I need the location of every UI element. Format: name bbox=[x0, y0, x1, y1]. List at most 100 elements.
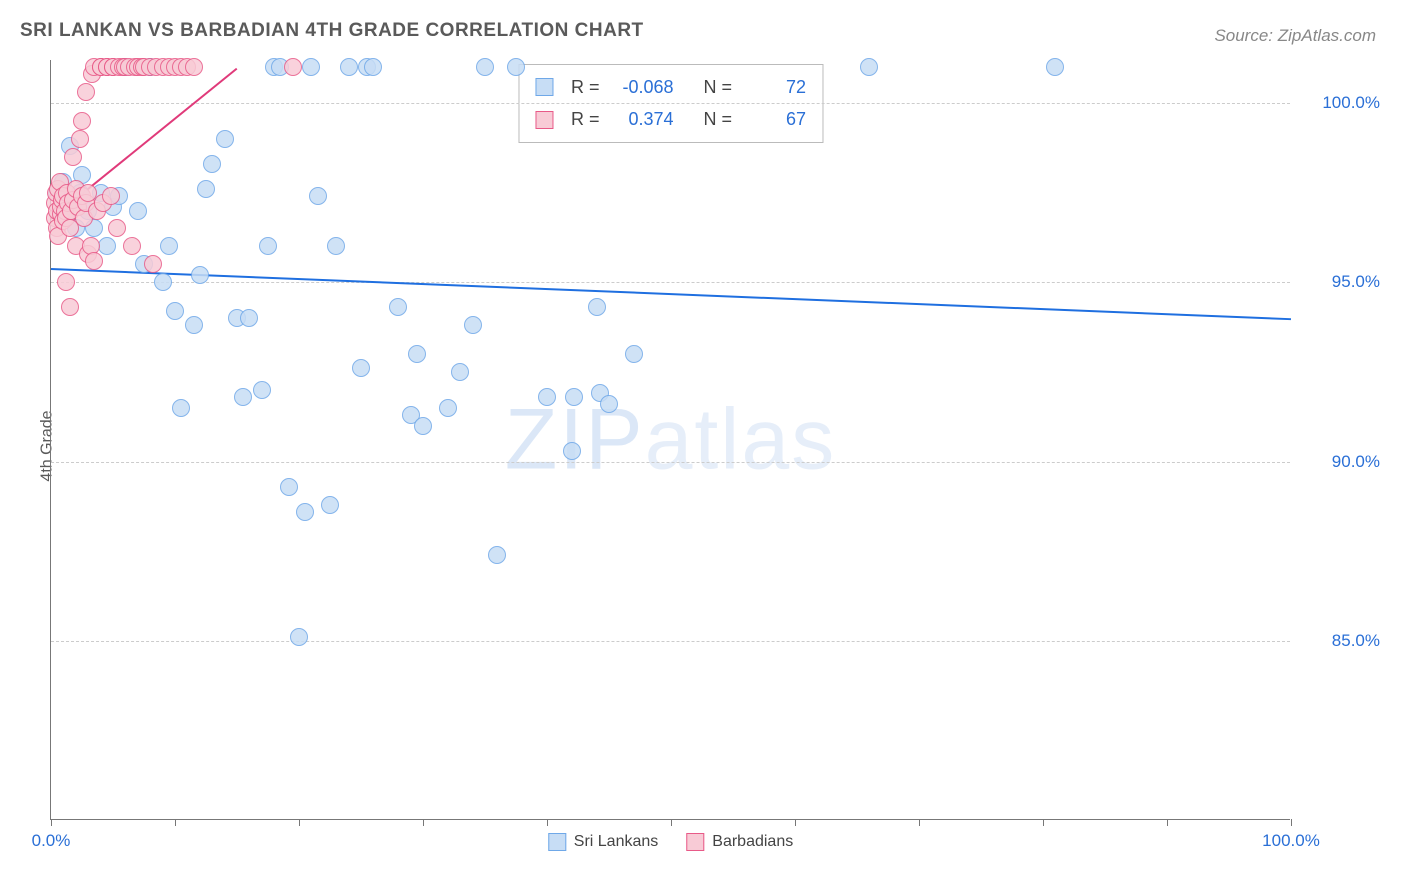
scatter-point bbox=[57, 273, 75, 291]
scatter-point bbox=[129, 202, 147, 220]
legend-label: Barbadians bbox=[712, 833, 793, 850]
scatter-point bbox=[408, 345, 426, 363]
x-tick bbox=[795, 819, 796, 826]
scatter-point bbox=[565, 388, 583, 406]
r-value-sri-lankans: -0.068 bbox=[609, 71, 673, 103]
scatter-point bbox=[563, 442, 581, 460]
scatter-point bbox=[302, 58, 320, 76]
swatch-barbadians bbox=[535, 111, 553, 129]
scatter-point bbox=[185, 316, 203, 334]
scatter-point bbox=[1046, 58, 1064, 76]
scatter-point bbox=[123, 237, 141, 255]
r-label: R = bbox=[571, 103, 600, 135]
x-tick bbox=[299, 819, 300, 826]
x-tick bbox=[547, 819, 548, 826]
scatter-point bbox=[259, 237, 277, 255]
scatter-point bbox=[414, 417, 432, 435]
stats-row-sri-lankans: R = -0.068 N = 72 bbox=[535, 71, 806, 103]
scatter-point bbox=[253, 381, 271, 399]
legend-label: Sri Lankans bbox=[574, 833, 659, 850]
scatter-point bbox=[144, 255, 162, 273]
scatter-point bbox=[321, 496, 339, 514]
scatter-point bbox=[240, 309, 258, 327]
scatter-point bbox=[108, 219, 126, 237]
gridline bbox=[51, 462, 1290, 463]
r-value-barbadians: 0.374 bbox=[609, 103, 673, 135]
y-tick-label: 85.0% bbox=[1300, 631, 1380, 651]
scatter-point bbox=[588, 298, 606, 316]
scatter-point bbox=[340, 58, 358, 76]
scatter-point bbox=[352, 359, 370, 377]
scatter-point bbox=[203, 155, 221, 173]
scatter-point bbox=[71, 130, 89, 148]
scatter-plot-area: ZIPatlas R = -0.068 N = 72 R = 0.374 N =… bbox=[50, 60, 1290, 820]
legend-item-sri-lankans: Sri Lankans bbox=[548, 833, 659, 851]
scatter-point bbox=[85, 252, 103, 270]
gridline bbox=[51, 282, 1290, 283]
scatter-point bbox=[166, 302, 184, 320]
scatter-point bbox=[234, 388, 252, 406]
n-value-sri-lankans: 72 bbox=[742, 71, 806, 103]
scatter-point bbox=[160, 237, 178, 255]
scatter-point bbox=[464, 316, 482, 334]
scatter-point bbox=[154, 273, 172, 291]
y-tick-label: 100.0% bbox=[1300, 93, 1380, 113]
scatter-point bbox=[538, 388, 556, 406]
n-label: N = bbox=[704, 71, 733, 103]
scatter-point bbox=[64, 148, 82, 166]
x-tick-label: 0.0% bbox=[32, 831, 71, 851]
scatter-point bbox=[172, 399, 190, 417]
y-tick-label: 95.0% bbox=[1300, 272, 1380, 292]
scatter-point bbox=[439, 399, 457, 417]
scatter-point bbox=[284, 58, 302, 76]
swatch-sri-lankans bbox=[535, 78, 553, 96]
x-tick bbox=[671, 819, 672, 826]
scatter-point bbox=[860, 58, 878, 76]
scatter-point bbox=[77, 83, 95, 101]
x-tick bbox=[1043, 819, 1044, 826]
gridline bbox=[51, 103, 1290, 104]
scatter-point bbox=[73, 112, 91, 130]
scatter-point bbox=[488, 546, 506, 564]
scatter-point bbox=[61, 298, 79, 316]
chart-title: SRI LANKAN VS BARBADIAN 4TH GRADE CORREL… bbox=[20, 20, 644, 42]
scatter-point bbox=[389, 298, 407, 316]
swatch-sri-lankans bbox=[548, 833, 566, 851]
x-tick bbox=[51, 819, 52, 826]
source-attribution: Source: ZipAtlas.com bbox=[1214, 26, 1376, 46]
x-tick bbox=[919, 819, 920, 826]
scatter-point bbox=[280, 478, 298, 496]
r-label: R = bbox=[571, 71, 600, 103]
gridline bbox=[51, 641, 1290, 642]
scatter-point bbox=[507, 58, 525, 76]
n-label: N = bbox=[704, 103, 733, 135]
scatter-point bbox=[290, 628, 308, 646]
legend-item-barbadians: Barbadians bbox=[686, 833, 793, 851]
series-legend: Sri Lankans Barbadians bbox=[548, 833, 793, 851]
scatter-point bbox=[364, 58, 382, 76]
scatter-point bbox=[476, 58, 494, 76]
scatter-point bbox=[296, 503, 314, 521]
n-value-barbadians: 67 bbox=[742, 103, 806, 135]
scatter-point bbox=[309, 187, 327, 205]
watermark: ZIPatlas bbox=[505, 390, 836, 489]
swatch-barbadians bbox=[686, 833, 704, 851]
scatter-point bbox=[185, 58, 203, 76]
scatter-point bbox=[191, 266, 209, 284]
scatter-point bbox=[102, 187, 120, 205]
x-tick bbox=[423, 819, 424, 826]
scatter-point bbox=[625, 345, 643, 363]
y-tick-label: 90.0% bbox=[1300, 452, 1380, 472]
stats-row-barbadians: R = 0.374 N = 67 bbox=[535, 103, 806, 135]
x-tick-label: 100.0% bbox=[1262, 831, 1320, 851]
scatter-point bbox=[216, 130, 234, 148]
watermark-light: atlas bbox=[645, 391, 837, 487]
scatter-point bbox=[197, 180, 215, 198]
scatter-point bbox=[600, 395, 618, 413]
scatter-point bbox=[98, 237, 116, 255]
x-tick bbox=[1167, 819, 1168, 826]
scatter-point bbox=[451, 363, 469, 381]
x-tick bbox=[1291, 819, 1292, 826]
x-tick bbox=[175, 819, 176, 826]
scatter-point bbox=[327, 237, 345, 255]
